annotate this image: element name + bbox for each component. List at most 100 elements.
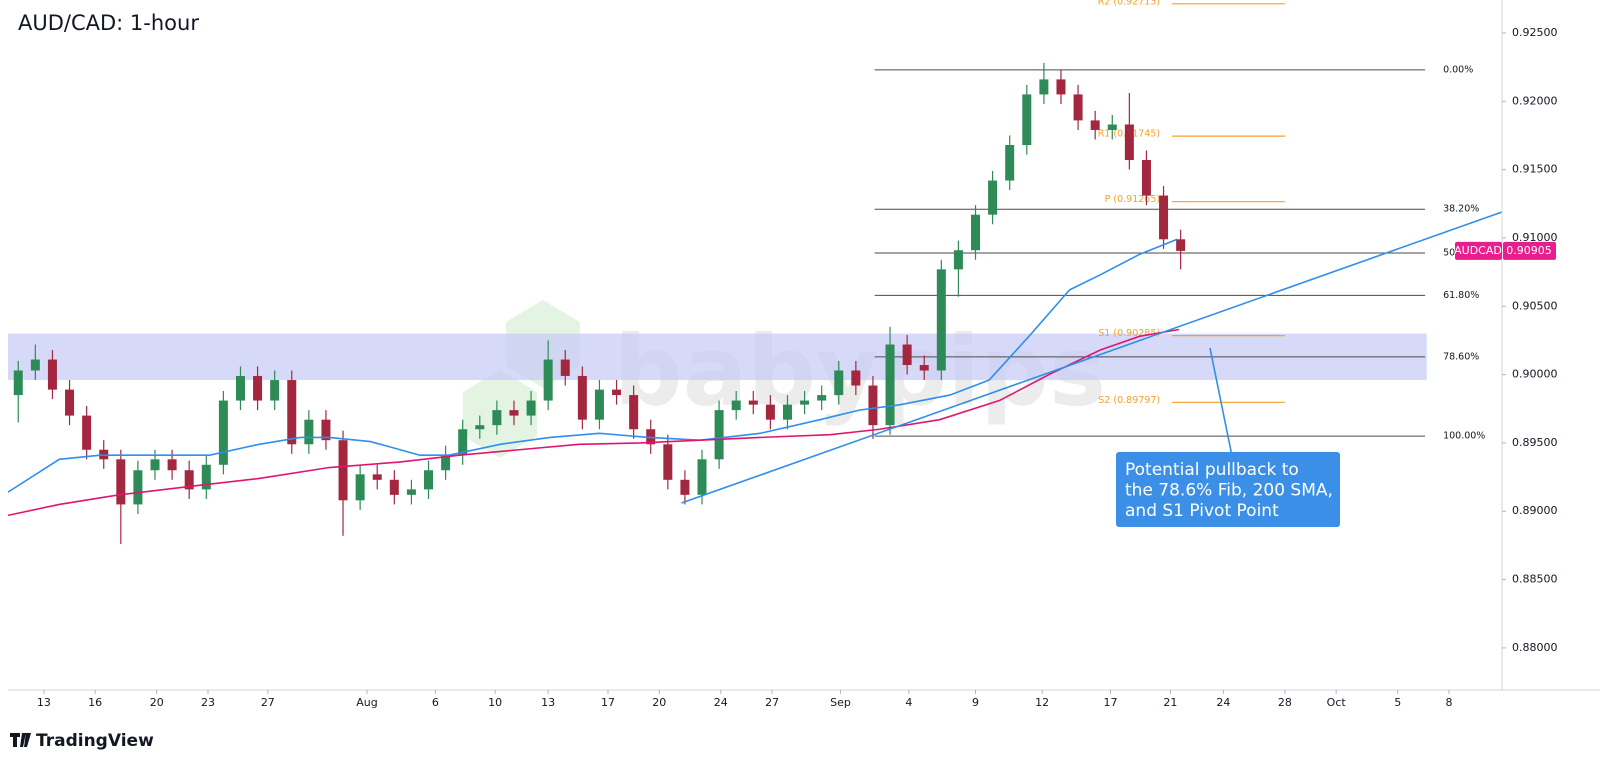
x-tick-label: 20: [652, 696, 666, 709]
price-tag-label: 0.90905: [1506, 244, 1552, 257]
x-tick-label: 9: [972, 696, 979, 709]
candle-body: [65, 389, 75, 416]
candle-body: [509, 410, 519, 416]
branding: TradingView: [36, 731, 154, 751]
candle-body: [851, 370, 861, 386]
candle-body: [953, 250, 963, 270]
x-tick-label: 5: [1394, 696, 1401, 709]
x-tick-label: Aug: [356, 696, 377, 709]
x-tick-label: 8: [1446, 696, 1453, 709]
candle-body: [235, 375, 245, 401]
candle-body: [543, 359, 553, 401]
candle-body: [133, 470, 143, 505]
candle-body: [116, 459, 126, 505]
candle-body: [526, 400, 536, 416]
candle-body: [1176, 239, 1186, 251]
candle-body: [355, 474, 365, 501]
moving-average: [7, 238, 1178, 493]
x-tick-label: 24: [1216, 696, 1230, 709]
candle-body: [748, 400, 758, 405]
candle-body: [406, 489, 416, 495]
candle-body: [629, 395, 639, 430]
y-tick-label: 0.90500: [1512, 299, 1558, 312]
x-tick-label: 28: [1278, 696, 1292, 709]
moving-average: [7, 328, 1180, 517]
candle-body: [30, 359, 40, 371]
candle-body: [1090, 120, 1100, 130]
y-tick-label: 0.90000: [1512, 368, 1558, 381]
x-tick-label: 13: [541, 696, 555, 709]
candle-body: [458, 429, 468, 456]
candle-body: [372, 474, 382, 480]
candle-body: [1039, 79, 1049, 95]
left-edge: [0, 0, 8, 715]
x-tick-label: 10: [488, 696, 502, 709]
candle-body: [1107, 124, 1117, 130]
candle-body: [560, 359, 570, 376]
candle-body: [714, 410, 724, 460]
y-tick-label: 0.91500: [1512, 163, 1558, 176]
candle-body: [492, 410, 502, 426]
candle-body: [1159, 195, 1169, 240]
annotation-text: the 78.6% Fib, 200 SMA,: [1125, 481, 1333, 501]
candle-body: [218, 400, 228, 465]
y-tick-label: 0.89000: [1512, 504, 1558, 517]
x-tick-label: Sep: [830, 696, 851, 709]
candle-body: [919, 365, 929, 371]
candle-body: [885, 344, 895, 426]
candle-body: [441, 455, 451, 471]
tv-logo: [10, 733, 31, 747]
candle-body: [936, 269, 946, 371]
candle-body: [1005, 144, 1015, 181]
annotation-box: [1116, 452, 1340, 527]
chart-title: AUD/CAD: 1-hour: [18, 11, 199, 35]
candle-body: [1056, 79, 1066, 95]
candle-body: [1073, 94, 1083, 121]
candle-body: [765, 404, 775, 420]
candle-body: [338, 440, 348, 501]
candle-body: [577, 375, 587, 420]
pivot-label: P (0.91265): [1105, 194, 1160, 205]
symbol-label: AUDCAD: [1454, 244, 1502, 257]
candle-body: [680, 479, 690, 495]
candle-body: [150, 459, 160, 471]
pivot-label: R2 (0.92713): [1098, 0, 1160, 7]
fib-label: 100.00%: [1443, 431, 1485, 442]
candle-body: [971, 214, 981, 251]
candle-body: [612, 389, 622, 396]
candle-body: [321, 419, 331, 441]
candle-body: [902, 344, 912, 366]
x-tick-label: 27: [261, 696, 275, 709]
candle-body: [817, 395, 827, 401]
y-tick-label: 0.92500: [1512, 26, 1558, 39]
candle-body: [13, 370, 23, 396]
candle-body: [1124, 124, 1134, 161]
y-tick-label: 0.88000: [1512, 641, 1558, 654]
plot: 0.00% 38.20% 50 61.80% 78.60% 100.00% R2 (0.92…: [7, 0, 1503, 545]
candle-body: [834, 370, 844, 396]
candle-body: [389, 479, 399, 495]
candle-body: [47, 359, 57, 390]
x-tick-label: 27: [765, 696, 779, 709]
candle-body: [167, 459, 177, 471]
candle-body: [82, 415, 92, 450]
candle-body: [1141, 160, 1151, 196]
fib-label: 78.60%: [1443, 351, 1479, 362]
y-tick-label: 0.89500: [1512, 436, 1558, 449]
pivot-label: S2 (0.89797): [1098, 395, 1160, 406]
x-tick-label: 13: [37, 696, 51, 709]
annotation-text: and S1 Pivot Point: [1125, 501, 1279, 521]
candle-body: [475, 425, 485, 430]
candle-body: [868, 385, 878, 426]
x-tick-label: Oct: [1327, 696, 1347, 709]
candle-body: [1022, 94, 1032, 145]
x-tick-label: 16: [88, 696, 102, 709]
y-tick-label: 0.88500: [1512, 573, 1558, 586]
x-tick-label: 24: [714, 696, 728, 709]
candle-body: [270, 380, 280, 401]
x-tick-label: 17: [601, 696, 615, 709]
candle-body: [201, 464, 211, 490]
fib-label: 0.00%: [1443, 64, 1473, 75]
candle-body: [697, 459, 707, 495]
price-tag: [1503, 241, 1556, 260]
